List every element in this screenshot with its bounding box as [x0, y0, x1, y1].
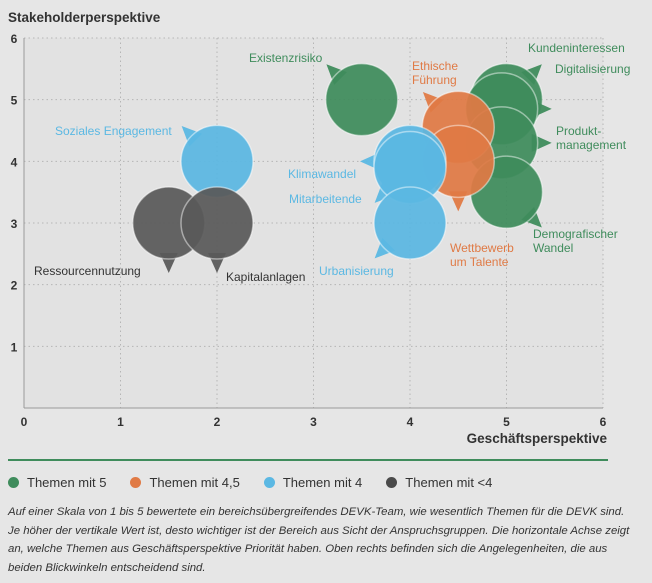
y-tick-label: 2	[11, 279, 18, 293]
legend-label: Themen mit 4,5	[149, 475, 240, 490]
bubble	[180, 186, 254, 260]
bubble-label: Soziales Engagement	[55, 124, 172, 138]
legend-label: Themen mit 5	[27, 475, 107, 490]
x-tick-label: 2	[214, 415, 221, 429]
bubble-label: Produkt-management	[556, 124, 627, 152]
legend-item-themen-4-5: Themen mit 4,5	[130, 475, 240, 490]
bubble-label: Kundeninteressen	[528, 41, 625, 55]
bubble-label: Demografischer Wandel	[533, 227, 618, 255]
y-tick-label: 1	[11, 340, 18, 354]
bubble-label: Urbanisierung	[319, 264, 394, 278]
y-axis-title: Stakeholderperspektive	[8, 10, 161, 25]
legend-dot-gray	[386, 477, 398, 488]
legend-dot-green	[8, 477, 19, 488]
y-tick-label: 5	[11, 94, 18, 108]
legend-item-themen-lt4: Themen mit <4	[386, 475, 492, 490]
x-tick-label: 0	[21, 415, 28, 429]
legend-item-themen-4: Themen mit 4	[263, 475, 363, 490]
legend-dot-orange	[130, 477, 142, 488]
x-tick-label: 1	[117, 415, 124, 429]
legend-divider	[8, 459, 608, 461]
bubble	[373, 186, 447, 260]
bubble-label: Wettbewerb um Talente	[450, 241, 514, 269]
bubble-label: Ethische Führung	[412, 59, 458, 87]
x-tick-label: 4	[407, 415, 414, 429]
y-tick-label: 4	[11, 155, 18, 169]
bubble-label: Existenzrisiko	[249, 51, 323, 65]
legend: Themen mit 5 Themen mit 4,5 Themen mit 4…	[8, 475, 492, 490]
y-tick-label: 3	[11, 217, 18, 231]
bubble-label: Mitarbeitende	[289, 192, 362, 206]
legend-label: Themen mit 4	[282, 475, 363, 490]
chart-note: Auf einer Skala von 1 bis 5 bewertete ei…	[8, 506, 630, 574]
x-tick-label: 5	[503, 415, 510, 429]
x-axis-title: Geschäftsperspektive	[467, 431, 608, 446]
bubble-label: Digitalisierung	[555, 62, 630, 76]
x-tick-label: 6	[600, 415, 607, 429]
x-tick-label: 3	[310, 415, 317, 429]
legend-label: Themen mit <4	[405, 475, 493, 490]
bubble	[325, 62, 399, 137]
bubble-label: Klimawandel	[288, 167, 356, 181]
legend-item-themen-5: Themen mit 5	[8, 475, 106, 490]
y-tick-label: 6	[11, 32, 18, 46]
bubble-chart: 0 1 2 3 4 5 6 1 2 3 4 5 6 Stakeholderperspektive Gesch…	[8, 10, 630, 446]
bubble-label: Kapitalanlagen	[226, 270, 305, 284]
bubble-label: Ressourcennutzung	[34, 264, 141, 278]
legend-dot-blue	[263, 477, 275, 488]
